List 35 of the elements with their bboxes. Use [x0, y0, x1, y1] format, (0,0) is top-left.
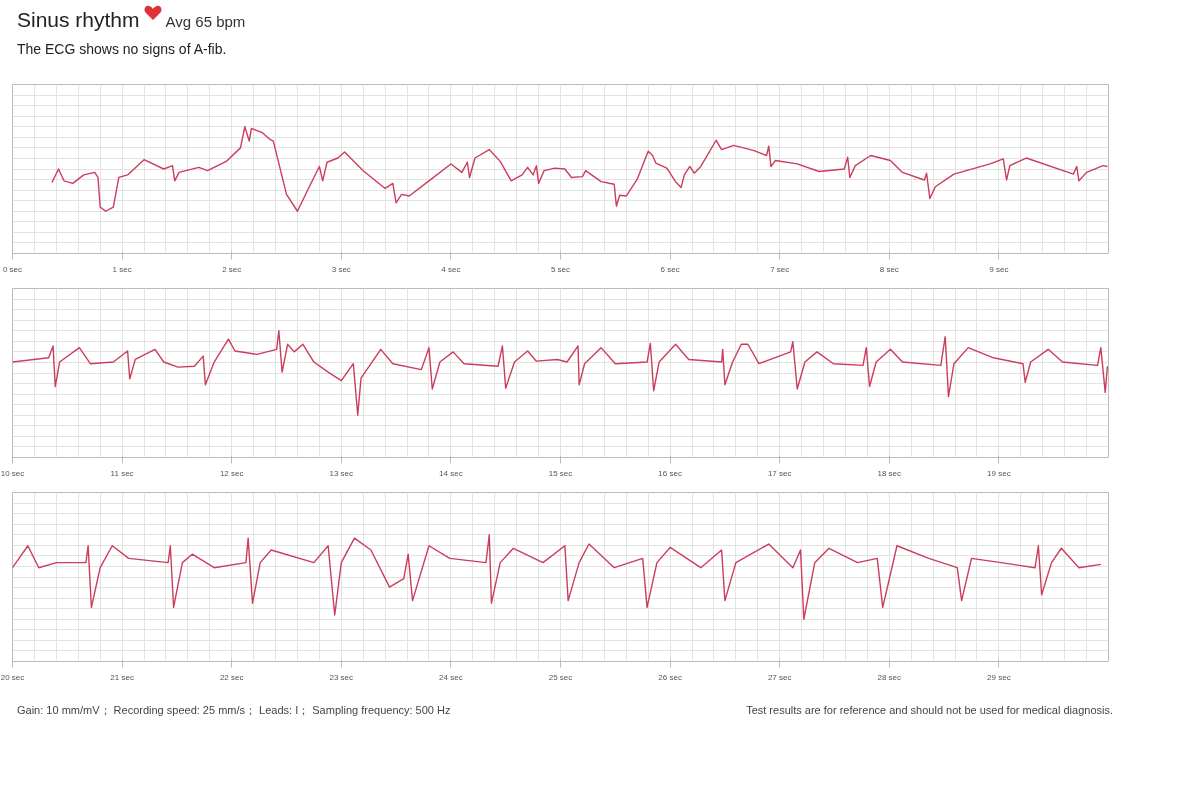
x-tick-label: 23 sec: [329, 672, 354, 682]
x-tick-label: 6 sec: [660, 264, 680, 274]
x-tick-label: 19 sec: [987, 468, 1011, 478]
x-tick-label: 2 sec: [222, 264, 242, 274]
x-tick-label: 27 sec: [767, 672, 792, 682]
x-tick-label: 1 sec: [112, 264, 132, 274]
x-tick-label: 12 sec: [219, 468, 244, 478]
x-tick-label: 14 sec: [439, 468, 463, 478]
x-tick-label: 15 sec: [548, 468, 573, 478]
x-tick-label: 9 sec: [989, 264, 1009, 274]
x-tick-label: 22 sec: [219, 672, 244, 682]
x-tick-label: 21 sec: [110, 672, 134, 682]
x-tick-label: 29 sec: [987, 672, 1011, 682]
x-tick-label: 25 sec: [548, 672, 573, 682]
x-tick-label: 11 sec: [110, 468, 134, 478]
x-tick-label: 28 sec: [877, 672, 902, 682]
x-tick-label: 8 sec: [879, 264, 899, 274]
x-tick-label: 24 sec: [439, 672, 463, 682]
x-tick-label: 16 sec: [658, 468, 682, 478]
x-tick-label: 4 sec: [441, 264, 461, 274]
x-tick-label: 26 sec: [658, 672, 682, 682]
text: Test results are for reference and should not be used for medical diagnosis.: [746, 703, 1113, 718]
x-tick-label: 18 sec: [877, 468, 902, 478]
x-tick-label: 17 sec: [767, 468, 792, 478]
chart-subtitle: The ECG shows no signs of A-fib.: [17, 40, 228, 59]
text: Gain: 10 mm/mV； Recording speed: 25 mm/s； Leads: I； Sampling frequency: 500 Hz: [17, 703, 451, 718]
x-tick-label: 13 sec: [329, 468, 354, 478]
text: Avg 65 bpm: [165, 13, 246, 30]
x-tick-label: 10 sec: [0, 468, 25, 478]
x-tick-label: 20 sec: [0, 672, 25, 682]
x-tick-label: 0 sec: [2, 264, 23, 274]
x-tick-label: 3 sec: [331, 264, 351, 274]
x-tick-label: 7 sec: [770, 264, 790, 274]
x-tick-label: 5 sec: [550, 264, 571, 274]
chart-title: Sinus rhythm: [17, 8, 140, 31]
